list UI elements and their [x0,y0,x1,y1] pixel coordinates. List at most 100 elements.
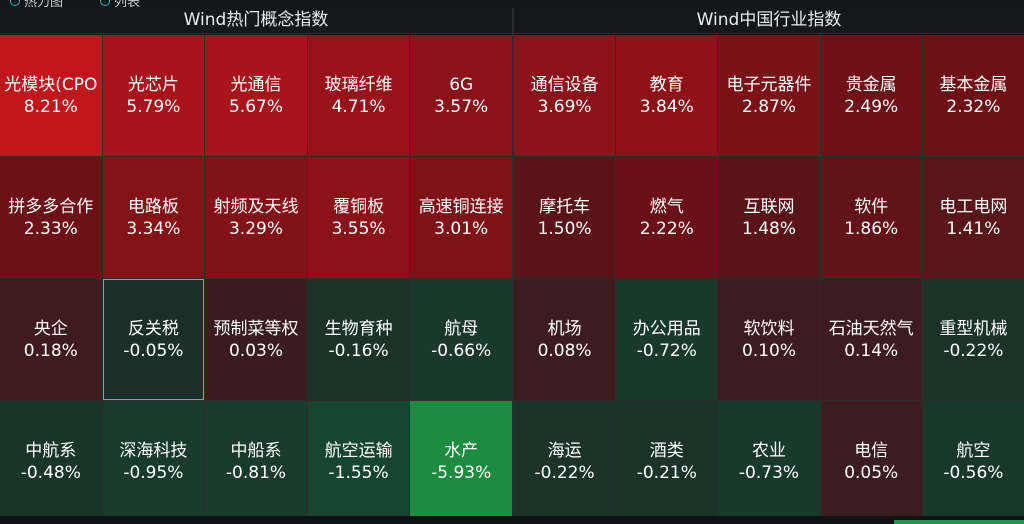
cell-name: 基本金属 [939,74,1008,95]
cell-name: 6G [449,74,474,95]
cell-change-percent: 0.05% [844,462,899,483]
cell-name: 反关税 [127,318,179,339]
cell-name: 拼多多合作 [8,196,94,217]
heatmap-cell[interactable]: 电工电网 1.41% [922,157,1024,278]
heatmap-cell[interactable]: 贵金属 2.49% [820,35,922,156]
cell-name: 航空运输 [324,440,393,461]
heatmap-cell[interactable]: 重型机械 -0.22% [922,279,1024,400]
cell-name: 航母 [444,318,479,339]
heatmap-cell[interactable]: 机场 0.08% [514,279,616,400]
heatmap-cell[interactable]: 摩托车 1.50% [514,157,616,278]
cell-name: 海运 [547,440,582,461]
heatmap-cell[interactable]: 互联网 1.48% [718,157,820,278]
cell-name: 农业 [751,440,786,461]
cell-change-percent: -0.22% [943,340,1004,361]
heatmap-cell[interactable]: 航空运输 -1.55% [307,401,410,522]
heatmap-cell[interactable]: 高速铜连接 3.01% [410,157,512,278]
heatmap-cell[interactable]: 水产 -5.93% [410,401,512,522]
heatmap-cell[interactable]: 反关税 -0.05% [102,279,205,400]
heatmap-cell[interactable]: 预制菜等权 0.03% [205,279,307,400]
heatmap-cell[interactable]: 基本金属 2.32% [922,35,1024,156]
heatmap-cell[interactable]: 软饮料 0.10% [718,279,820,400]
cell-change-percent: 2.33% [23,218,78,239]
cell-change-percent: 3.55% [331,218,386,239]
cell-name: 航空 [956,440,991,461]
heatmap-cell[interactable]: 生物育种 -0.16% [307,279,410,400]
heatmap-cell[interactable]: 覆铜板 3.55% [307,157,410,278]
cell-name: 电信 [854,440,889,461]
heatmap-grid: 光模块(CPO 8.21% 光芯片 5.79% 光通信 5.67% 玻璃纤维 4.71% 6G 3… [0,35,512,522]
industry-index-panel: Wind中国行业指数 通信设备 3.69% 教育 3.84% 电子元器件 2.87% 贵金属… [514,8,1024,522]
heatmap-cell[interactable]: 软件 1.86% [820,157,922,278]
view-toggle-bar: 热力图 列表 [0,0,1024,8]
cell-change-percent: -0.21% [636,462,697,483]
heatmap-cell[interactable]: 办公用品 -0.72% [616,279,718,400]
panel-divider [512,8,514,516]
heatmap-cell[interactable]: 燃气 2.22% [616,157,718,278]
cell-change-percent: 2.87% [741,96,796,117]
heatmap-cell[interactable]: 光通信 5.67% [205,35,307,156]
heatmap-cell[interactable]: 农业 -0.73% [718,401,820,522]
heatmap-cell[interactable]: 深海科技 -0.95% [102,401,205,522]
cell-name: 办公用品 [632,318,701,339]
cell-change-percent: -0.48% [20,462,81,483]
heatmap-cell[interactable]: 石油天然气 0.14% [820,279,922,400]
heatmap-cell[interactable]: 中船系 -0.81% [205,401,307,522]
heatmap-cell[interactable]: 央企 0.18% [0,279,102,400]
cell-change-percent: 0.18% [23,340,78,361]
cell-change-percent: 2.22% [639,218,694,239]
heatmap-cell[interactable]: 电路板 3.34% [102,157,205,278]
cell-name: 玻璃纤维 [324,74,393,95]
heatmap-cell[interactable]: 射频及天线 3.29% [205,157,307,278]
cell-change-percent: -0.16% [328,340,389,361]
cell-change-percent: 5.67% [228,96,283,117]
tab-list[interactable]: 列表 [100,0,140,8]
cell-change-percent: 0.08% [537,340,592,361]
tab-heatmap-label: 热力图 [24,0,64,8]
cell-change-percent: 5.79% [126,96,181,117]
cell-change-percent: 1.48% [741,218,796,239]
cell-change-percent: 1.86% [844,218,899,239]
cell-change-percent: 2.32% [946,96,1001,117]
cell-change-percent: 0.14% [844,340,899,361]
heatmap-cell[interactable]: 通信设备 3.69% [514,35,616,156]
heatmap-cell[interactable]: 酒类 -0.21% [616,401,718,522]
heatmap-grid: 通信设备 3.69% 教育 3.84% 电子元器件 2.87% 贵金属 2.49% 基本金属 2.… [514,35,1024,522]
cell-change-percent: 3.01% [434,218,489,239]
cell-change-percent: 3.29% [228,218,283,239]
cell-name: 中船系 [230,440,282,461]
cell-name: 电工电网 [939,196,1008,217]
cell-change-percent: 8.21% [23,96,78,117]
heatmap-cell[interactable]: 光模块(CPO 8.21% [0,35,102,156]
heatmap-cell[interactable]: 电信 0.05% [820,401,922,522]
cell-name: 软件 [854,196,889,217]
cell-name: 燃气 [649,196,684,217]
bottom-accent [894,520,1024,524]
bottom-bar [0,516,1024,524]
cell-change-percent: -5.93% [431,462,492,483]
heatmap-cell[interactable]: 拼多多合作 2.33% [0,157,102,278]
cell-name: 电子元器件 [726,74,812,95]
tab-heatmap[interactable]: 热力图 [10,0,63,8]
heatmap-cell[interactable]: 电子元器件 2.87% [718,35,820,156]
heatmap-cell[interactable]: 航空 -0.56% [922,401,1024,522]
panel-title: Wind中国行业指数 [514,8,1024,34]
cell-name: 射频及天线 [213,196,299,217]
cell-change-percent: 3.57% [434,96,489,117]
heatmap-cell[interactable]: 玻璃纤维 4.71% [307,35,410,156]
cell-name: 通信设备 [530,74,599,95]
cell-name: 机场 [547,318,582,339]
panel-title: Wind热门概念指数 [0,8,512,34]
heatmap-cell[interactable]: 中航系 -0.48% [0,401,102,522]
cell-change-percent: 3.34% [126,218,181,239]
cell-name: 央企 [33,318,68,339]
cell-change-percent: -0.56% [943,462,1004,483]
heatmap-cell[interactable]: 光芯片 5.79% [102,35,205,156]
cell-name: 电路板 [127,196,179,217]
heatmap-cell[interactable]: 航母 -0.66% [410,279,512,400]
cell-name: 水产 [444,440,479,461]
heatmap-cell[interactable]: 海运 -0.22% [514,401,616,522]
heatmap-cell[interactable]: 教育 3.84% [616,35,718,156]
cell-change-percent: 0.10% [741,340,796,361]
heatmap-cell[interactable]: 6G 3.57% [410,35,512,156]
